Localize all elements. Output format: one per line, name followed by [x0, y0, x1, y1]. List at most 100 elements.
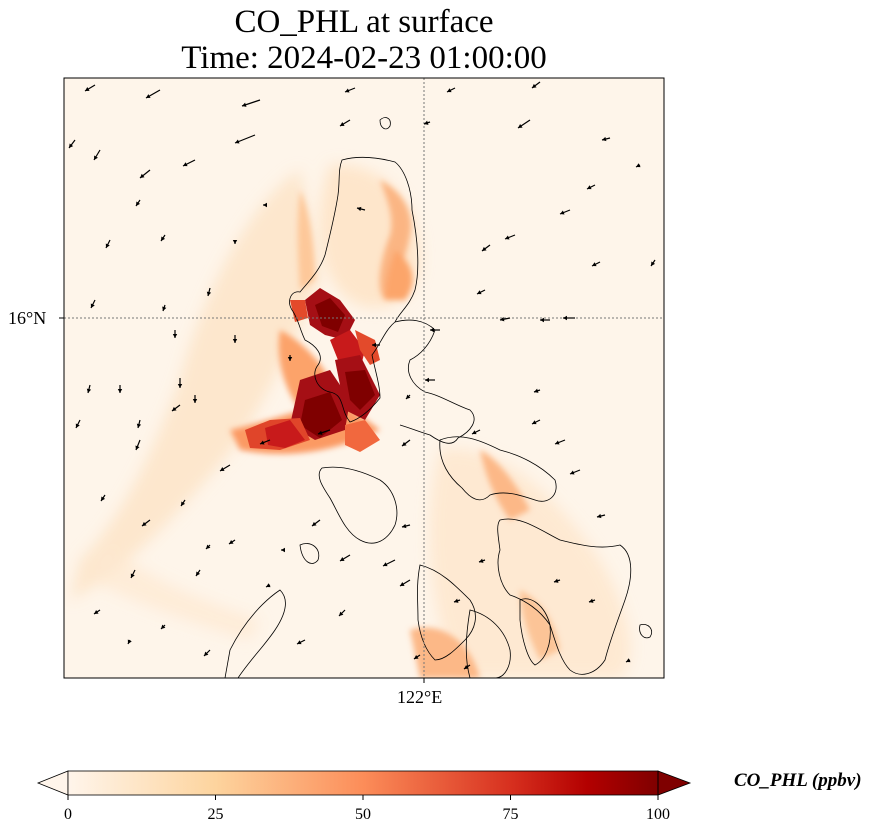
wind-arrow-head: [532, 420, 537, 425]
wind-arrow-head: [204, 651, 209, 656]
wind-arrow-head: [90, 303, 95, 308]
wind-arrow-head: [570, 470, 575, 475]
coastline-cebu: [519, 598, 551, 666]
wind-arrow-head: [402, 523, 407, 529]
map-panel: [59, 77, 665, 683]
wind-arrow-head: [505, 235, 510, 240]
plume-core: [245, 288, 380, 452]
wind-arrow-head: [372, 342, 376, 348]
wind-arrow-head: [592, 262, 597, 267]
wind-arrow-head: [105, 243, 110, 248]
wind-arrow-head: [597, 513, 602, 519]
wind-arrow-head: [297, 640, 302, 645]
colorbar-tick-100: 100: [646, 806, 670, 823]
wind-arrow-head: [161, 236, 166, 241]
concentration-field: [64, 78, 664, 678]
wind-arrow-head: [232, 240, 238, 244]
coastline-islet-east: [639, 623, 653, 639]
coastline-samar: [439, 436, 557, 502]
wind-arrow-head: [357, 206, 362, 212]
wind-arrow-head: [500, 317, 505, 322]
plot-title-line-2: Time: 2024-02-23 01:00:00: [181, 40, 547, 76]
wind-arrow-head: [383, 562, 388, 567]
wind-arrow-head: [229, 539, 234, 544]
wind-arrow-head: [263, 202, 267, 208]
wind-arrow-head: [287, 357, 293, 361]
wind-arrow-head: [136, 423, 142, 428]
wind-arrow-head: [345, 88, 350, 93]
wind-arrow-head: [146, 94, 151, 98]
wind-arrow-head: [589, 598, 594, 603]
wind-arrow-head: [136, 201, 141, 206]
wind-arrow-head: [472, 430, 477, 435]
colorbar-gradient: [68, 771, 658, 795]
wind-arrow-head: [555, 440, 560, 445]
colorbar-extend-low: [36, 770, 69, 796]
coastline-bicol: [394, 319, 475, 444]
wind-arrow-head: [554, 578, 559, 583]
wind-arrow-head: [192, 399, 198, 403]
wind-arrow-head: [94, 609, 99, 614]
wind-arrow-head: [85, 87, 90, 91]
wind-arrow-head: [142, 521, 147, 526]
wind-arrow-head: [636, 163, 641, 168]
wind-arrow-head: [651, 261, 656, 266]
wind-arrow-head: [101, 496, 106, 501]
plot-title-line-1: CO_PHL at surface: [234, 4, 494, 40]
coastline-islet-north: [379, 117, 391, 130]
coastline-luzon: [289, 156, 419, 423]
plume-halo: [70, 164, 631, 678]
wind-vectors: [68, 81, 656, 670]
wind-arrow-head: [340, 557, 345, 561]
wind-arrow-head: [454, 598, 459, 603]
colorbar-ticks: [67, 795, 659, 800]
colorbar: [36, 770, 692, 800]
wind-arrow-head: [75, 423, 80, 428]
wind-arrow-head: [94, 155, 98, 160]
wind-arrow-head: [534, 388, 539, 393]
wind-arrow-head: [242, 102, 247, 107]
wind-arrow-head: [477, 290, 482, 295]
wind-arrow-head: [430, 327, 434, 333]
wind-arrow-head: [196, 571, 201, 576]
wind-arrow-head: [447, 88, 452, 93]
wind-arrow-head: [424, 120, 429, 125]
wind-arrow-head: [206, 291, 212, 296]
wind-arrow-head: [400, 582, 405, 586]
colorbar-tick-25: 25: [207, 806, 224, 823]
wind-arrow-head: [318, 430, 323, 435]
coastline-palawan: [224, 589, 286, 678]
wind-arrow-head: [479, 558, 484, 563]
wind-arrow-head: [135, 445, 140, 450]
wind-arrow-head: [281, 547, 285, 553]
latitude-label: 16°N: [8, 308, 47, 328]
wind-arrow-head: [340, 122, 345, 126]
map-frame: [63, 77, 665, 679]
coastline-mindoro: [318, 466, 398, 544]
wind-arrow-head: [602, 136, 607, 142]
wind-arrow-head: [232, 339, 238, 343]
colorbar-tick-0: 0: [64, 806, 72, 823]
wind-arrow-head: [482, 246, 487, 251]
wind-arrow-head: [130, 573, 135, 578]
wind-arrow-head: [235, 139, 240, 144]
wind-arrow-head: [177, 384, 183, 388]
coastline-panay: [417, 564, 476, 661]
wind-arrow-head: [587, 185, 592, 190]
wind-arrow-head: [626, 658, 631, 663]
wind-arrow-head: [161, 624, 166, 629]
coastlines: [224, 117, 653, 678]
wind-arrow-head: [312, 521, 317, 526]
wind-arrow-head: [540, 317, 544, 323]
wind-arrow-head: [172, 334, 178, 338]
wind-arrow-head: [172, 406, 177, 411]
wind-arrow-head: [406, 394, 411, 399]
coastline-negros: [465, 609, 511, 678]
wind-arrow-head: [181, 501, 186, 506]
wind-arrow-head: [69, 143, 74, 148]
wind-arrow-head: [563, 315, 567, 321]
wind-arrow-head: [127, 639, 132, 644]
colorbar-extend-high: [657, 770, 692, 796]
wind-arrow-head: [339, 611, 344, 616]
wind-arrow-head: [464, 664, 469, 669]
